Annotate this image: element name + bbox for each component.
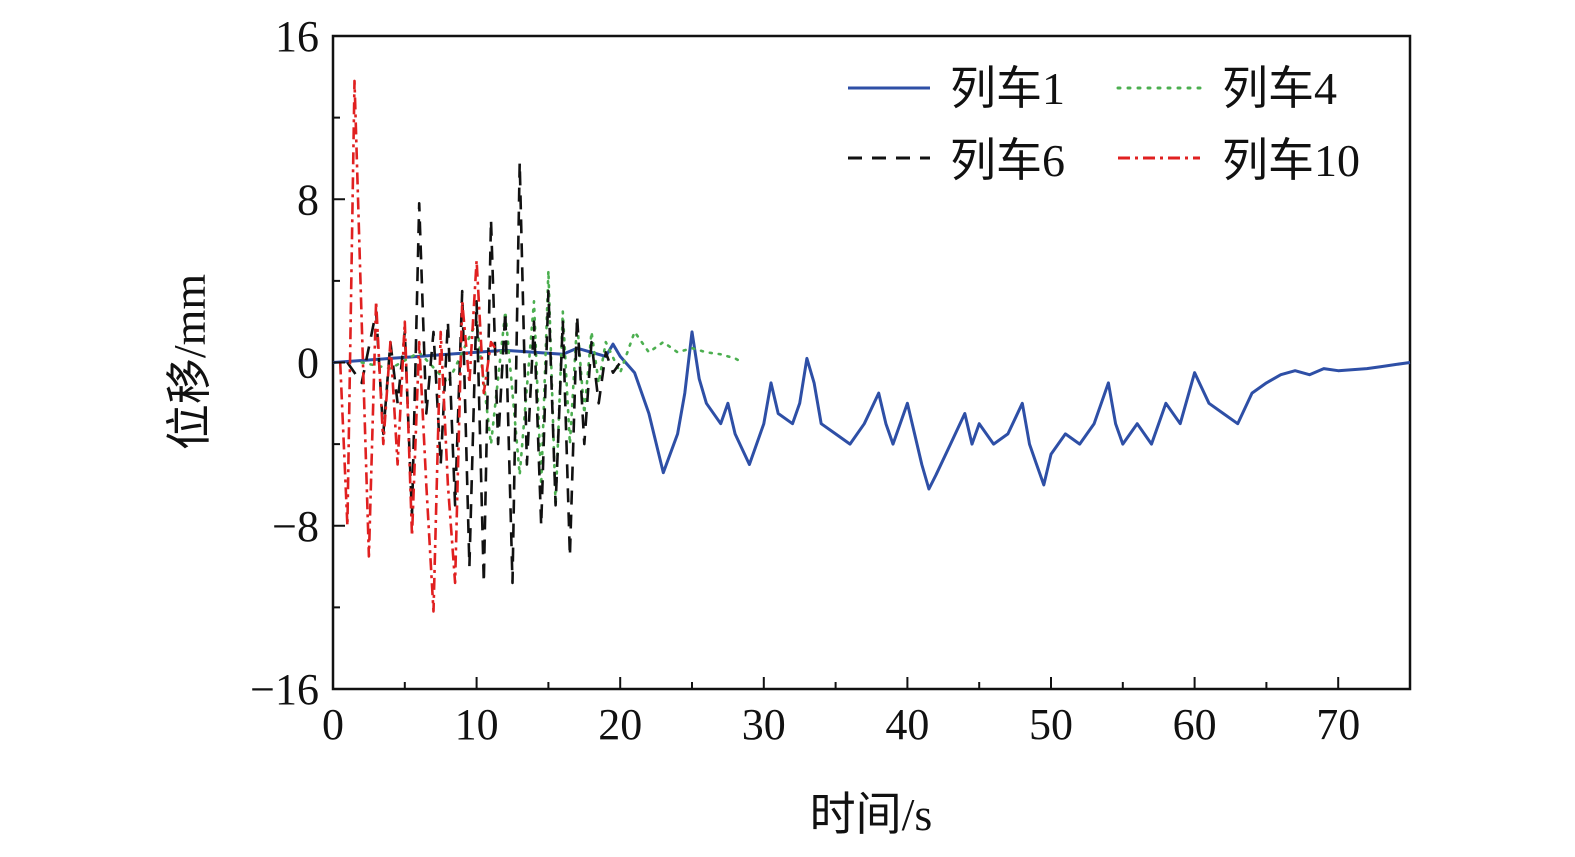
legend: 列车1 列车4 列车6 列车10: [848, 63, 1360, 186]
x-tick-label: 50: [1029, 700, 1073, 749]
legend-label-series-3: 列车6: [950, 135, 1065, 186]
legend-label-series-4: 列车10: [1222, 135, 1360, 186]
ticks-layer: 0 10 20 30 40 50 60 70 −16 −8 0 8 16: [250, 12, 1360, 749]
y-axis-title: 位移/mm: [164, 274, 215, 451]
series-layer: [332, 79, 1411, 613]
x-tick-label: 20: [598, 700, 642, 749]
x-tick-label: 30: [742, 700, 786, 749]
series-line-4: [338, 79, 500, 613]
plot-frame: [331, 34, 1412, 691]
x-tick-label: 70: [1316, 700, 1360, 749]
y-tick-label: −8: [272, 502, 319, 551]
y-tick-label: 0: [297, 339, 319, 388]
y-tick-label: −16: [250, 665, 319, 714]
y-tick-label: 16: [275, 12, 319, 61]
x-tick-label: 0: [322, 700, 344, 749]
legend-label-series-2: 列车4: [1222, 63, 1337, 114]
x-tick-label: 60: [1173, 700, 1217, 749]
x-tick-label: 10: [455, 700, 499, 749]
x-axis-title: 时间/s: [810, 789, 933, 840]
x-tick-label: 40: [885, 700, 929, 749]
y-tick-label: 8: [297, 175, 319, 224]
legend-label-series-1: 列车1: [950, 63, 1065, 114]
